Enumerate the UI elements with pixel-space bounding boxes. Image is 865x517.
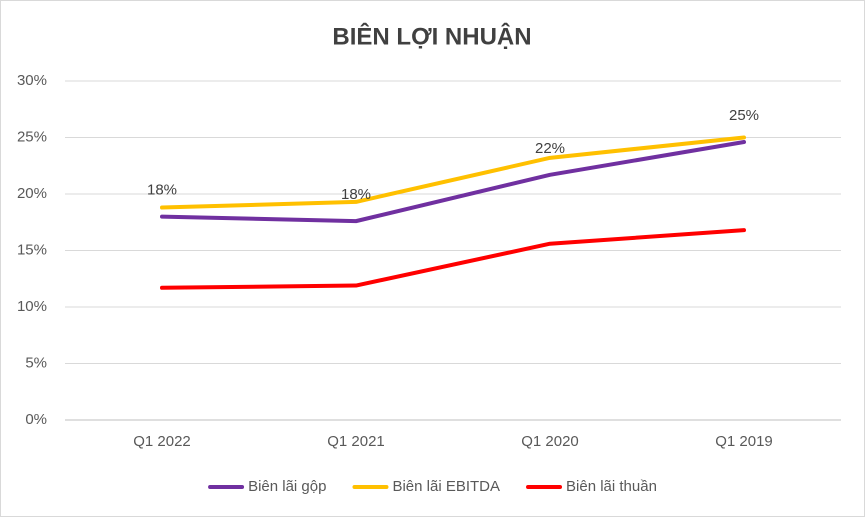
y-tick-label: 5% [25,354,47,371]
y-tick-label: 15% [17,241,47,258]
y-tick-label: 30% [17,72,47,89]
data-label: 22% [535,140,565,157]
legend-label: Biên lãi gộp [248,478,326,495]
series-line [160,228,746,290]
x-tick-label: Q1 2021 [327,433,385,450]
y-tick-label: 0% [25,411,47,428]
legend-label: Biên lãi EBITDA [392,478,500,495]
x-tick-label: Q1 2022 [133,433,191,450]
data-label: 25% [729,107,759,124]
series-line [160,135,746,210]
series-line [160,140,746,224]
legend-label: Biên lãi thuần [566,478,657,495]
x-tick-label: Q1 2019 [715,433,773,450]
x-tick-label: Q1 2020 [521,433,579,450]
chart-title: BIÊN LỢI NHUẬN [332,22,531,50]
data-label: 18% [147,182,177,199]
y-tick-label: 20% [17,185,47,202]
y-tick-label: 10% [17,298,47,315]
data-label: 18% [341,186,371,203]
y-tick-label: 25% [17,128,47,145]
